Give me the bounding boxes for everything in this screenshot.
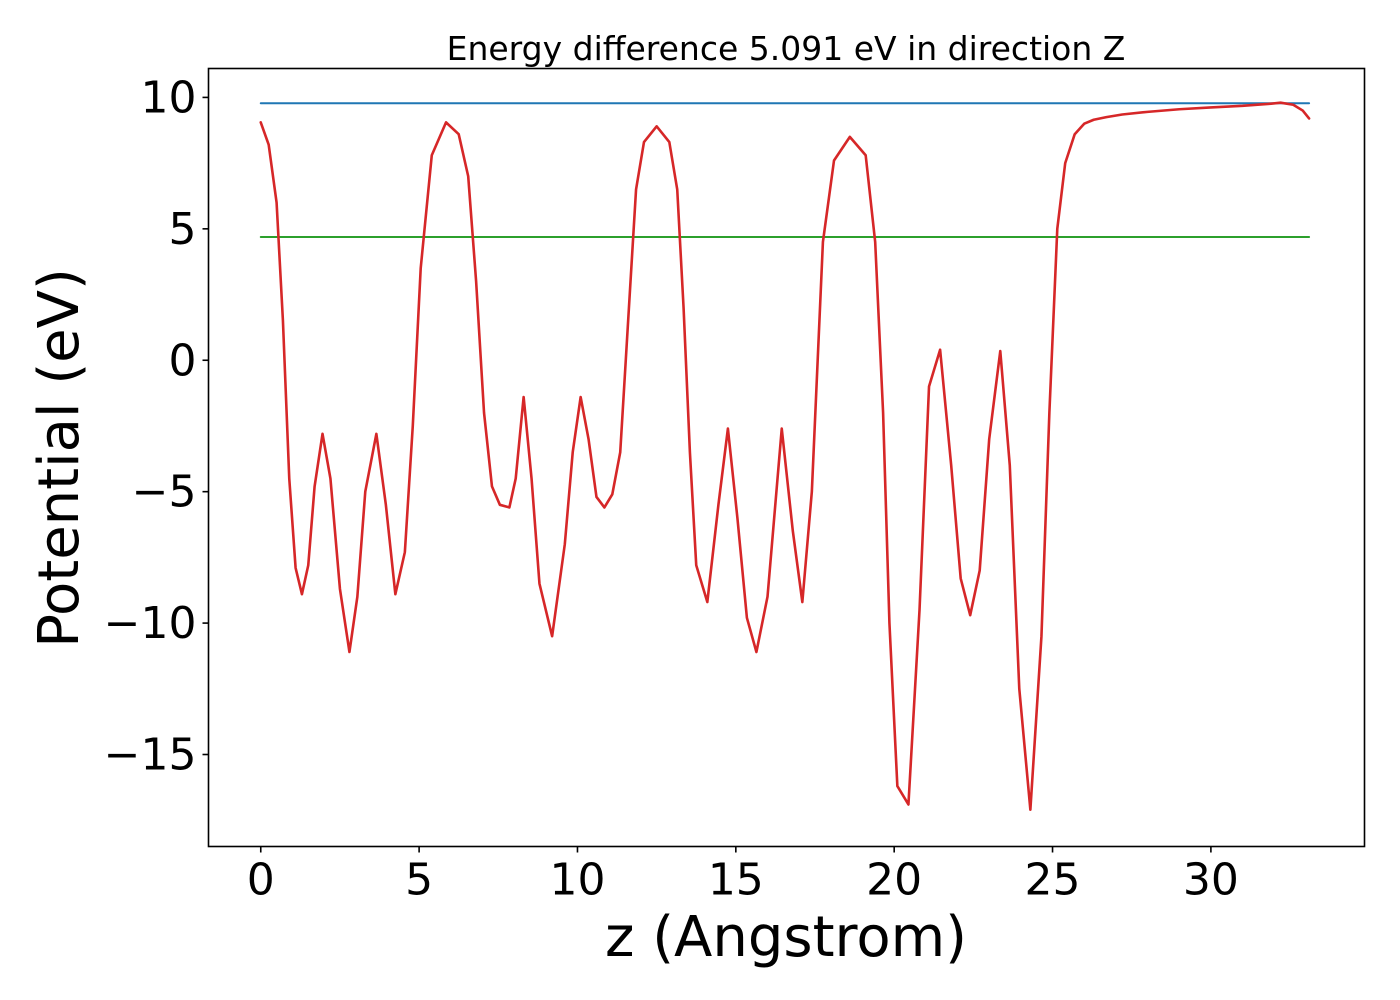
x-tick-label: 15 (708, 855, 764, 906)
x-tick-label: 0 (247, 855, 275, 906)
y-tick-label: −15 (104, 730, 197, 781)
x-tick-label: 30 (1183, 855, 1239, 906)
y-tick-label: 5 (169, 204, 197, 255)
y-axis: −15 −10 −5 0 5 10 (104, 72, 209, 781)
x-tick-label: 20 (866, 855, 922, 906)
plot-area (259, 101, 1311, 812)
x-tick-label: 5 (405, 855, 433, 906)
plot-frame (207, 67, 1366, 848)
x-axis: 0 5 10 15 20 25 30 (247, 846, 1239, 906)
y-tick-label: −5 (132, 467, 197, 518)
x-tick-label: 25 (1025, 855, 1081, 906)
y-tick-label: 0 (169, 335, 197, 386)
y-tick-label: −10 (104, 598, 197, 649)
chart-title: Energy difference 5.091 eV in direction … (447, 29, 1126, 68)
y-axis-label: Potential (eV) (27, 268, 92, 648)
potential-line (259, 101, 1311, 812)
x-axis-label: z (Angstrom) (605, 905, 967, 970)
y-tick-label: 10 (141, 72, 197, 123)
x-tick-label: 10 (549, 855, 605, 906)
